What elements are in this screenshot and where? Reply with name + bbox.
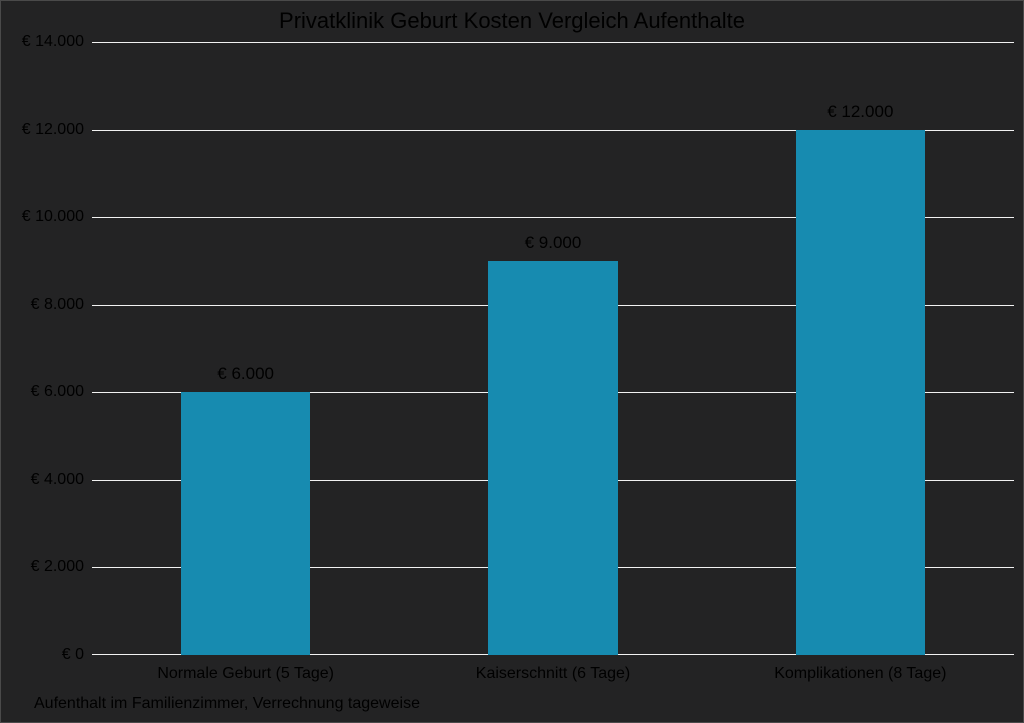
chart-title: Privatklinik Geburt Kosten Vergleich Auf… [0,8,1024,34]
plot-area: € 0€ 2.000€ 4.000€ 6.000€ 8.000€ 10.000€… [92,42,1014,655]
y-tick-label: € 0 [62,646,92,664]
chart-container: Privatklinik Geburt Kosten Vergleich Auf… [0,0,1024,723]
bar: € 6.000 [181,392,310,655]
x-tick-label: Komplikationen (8 Tage) [774,665,946,683]
bar-value-label: € 6.000 [217,364,274,384]
y-tick-label: € 8.000 [31,296,92,314]
chart-caption: Aufenthalt im Familienzimmer, Verrechnun… [34,695,420,713]
y-tick-label: € 14.000 [22,33,92,51]
y-tick-label: € 2.000 [31,558,92,576]
bar: € 9.000 [488,261,617,655]
bar: € 12.000 [796,130,925,655]
y-tick-label: € 12.000 [22,121,92,139]
x-tick-label: Kaiserschnitt (6 Tage) [476,665,630,683]
y-tick-label: € 10.000 [22,208,92,226]
y-tick-label: € 6.000 [31,383,92,401]
gridline [92,42,1014,43]
y-tick-label: € 4.000 [31,471,92,489]
x-tick-label: Normale Geburt (5 Tage) [157,665,334,683]
bar-value-label: € 12.000 [827,102,893,122]
bar-value-label: € 9.000 [525,233,582,253]
